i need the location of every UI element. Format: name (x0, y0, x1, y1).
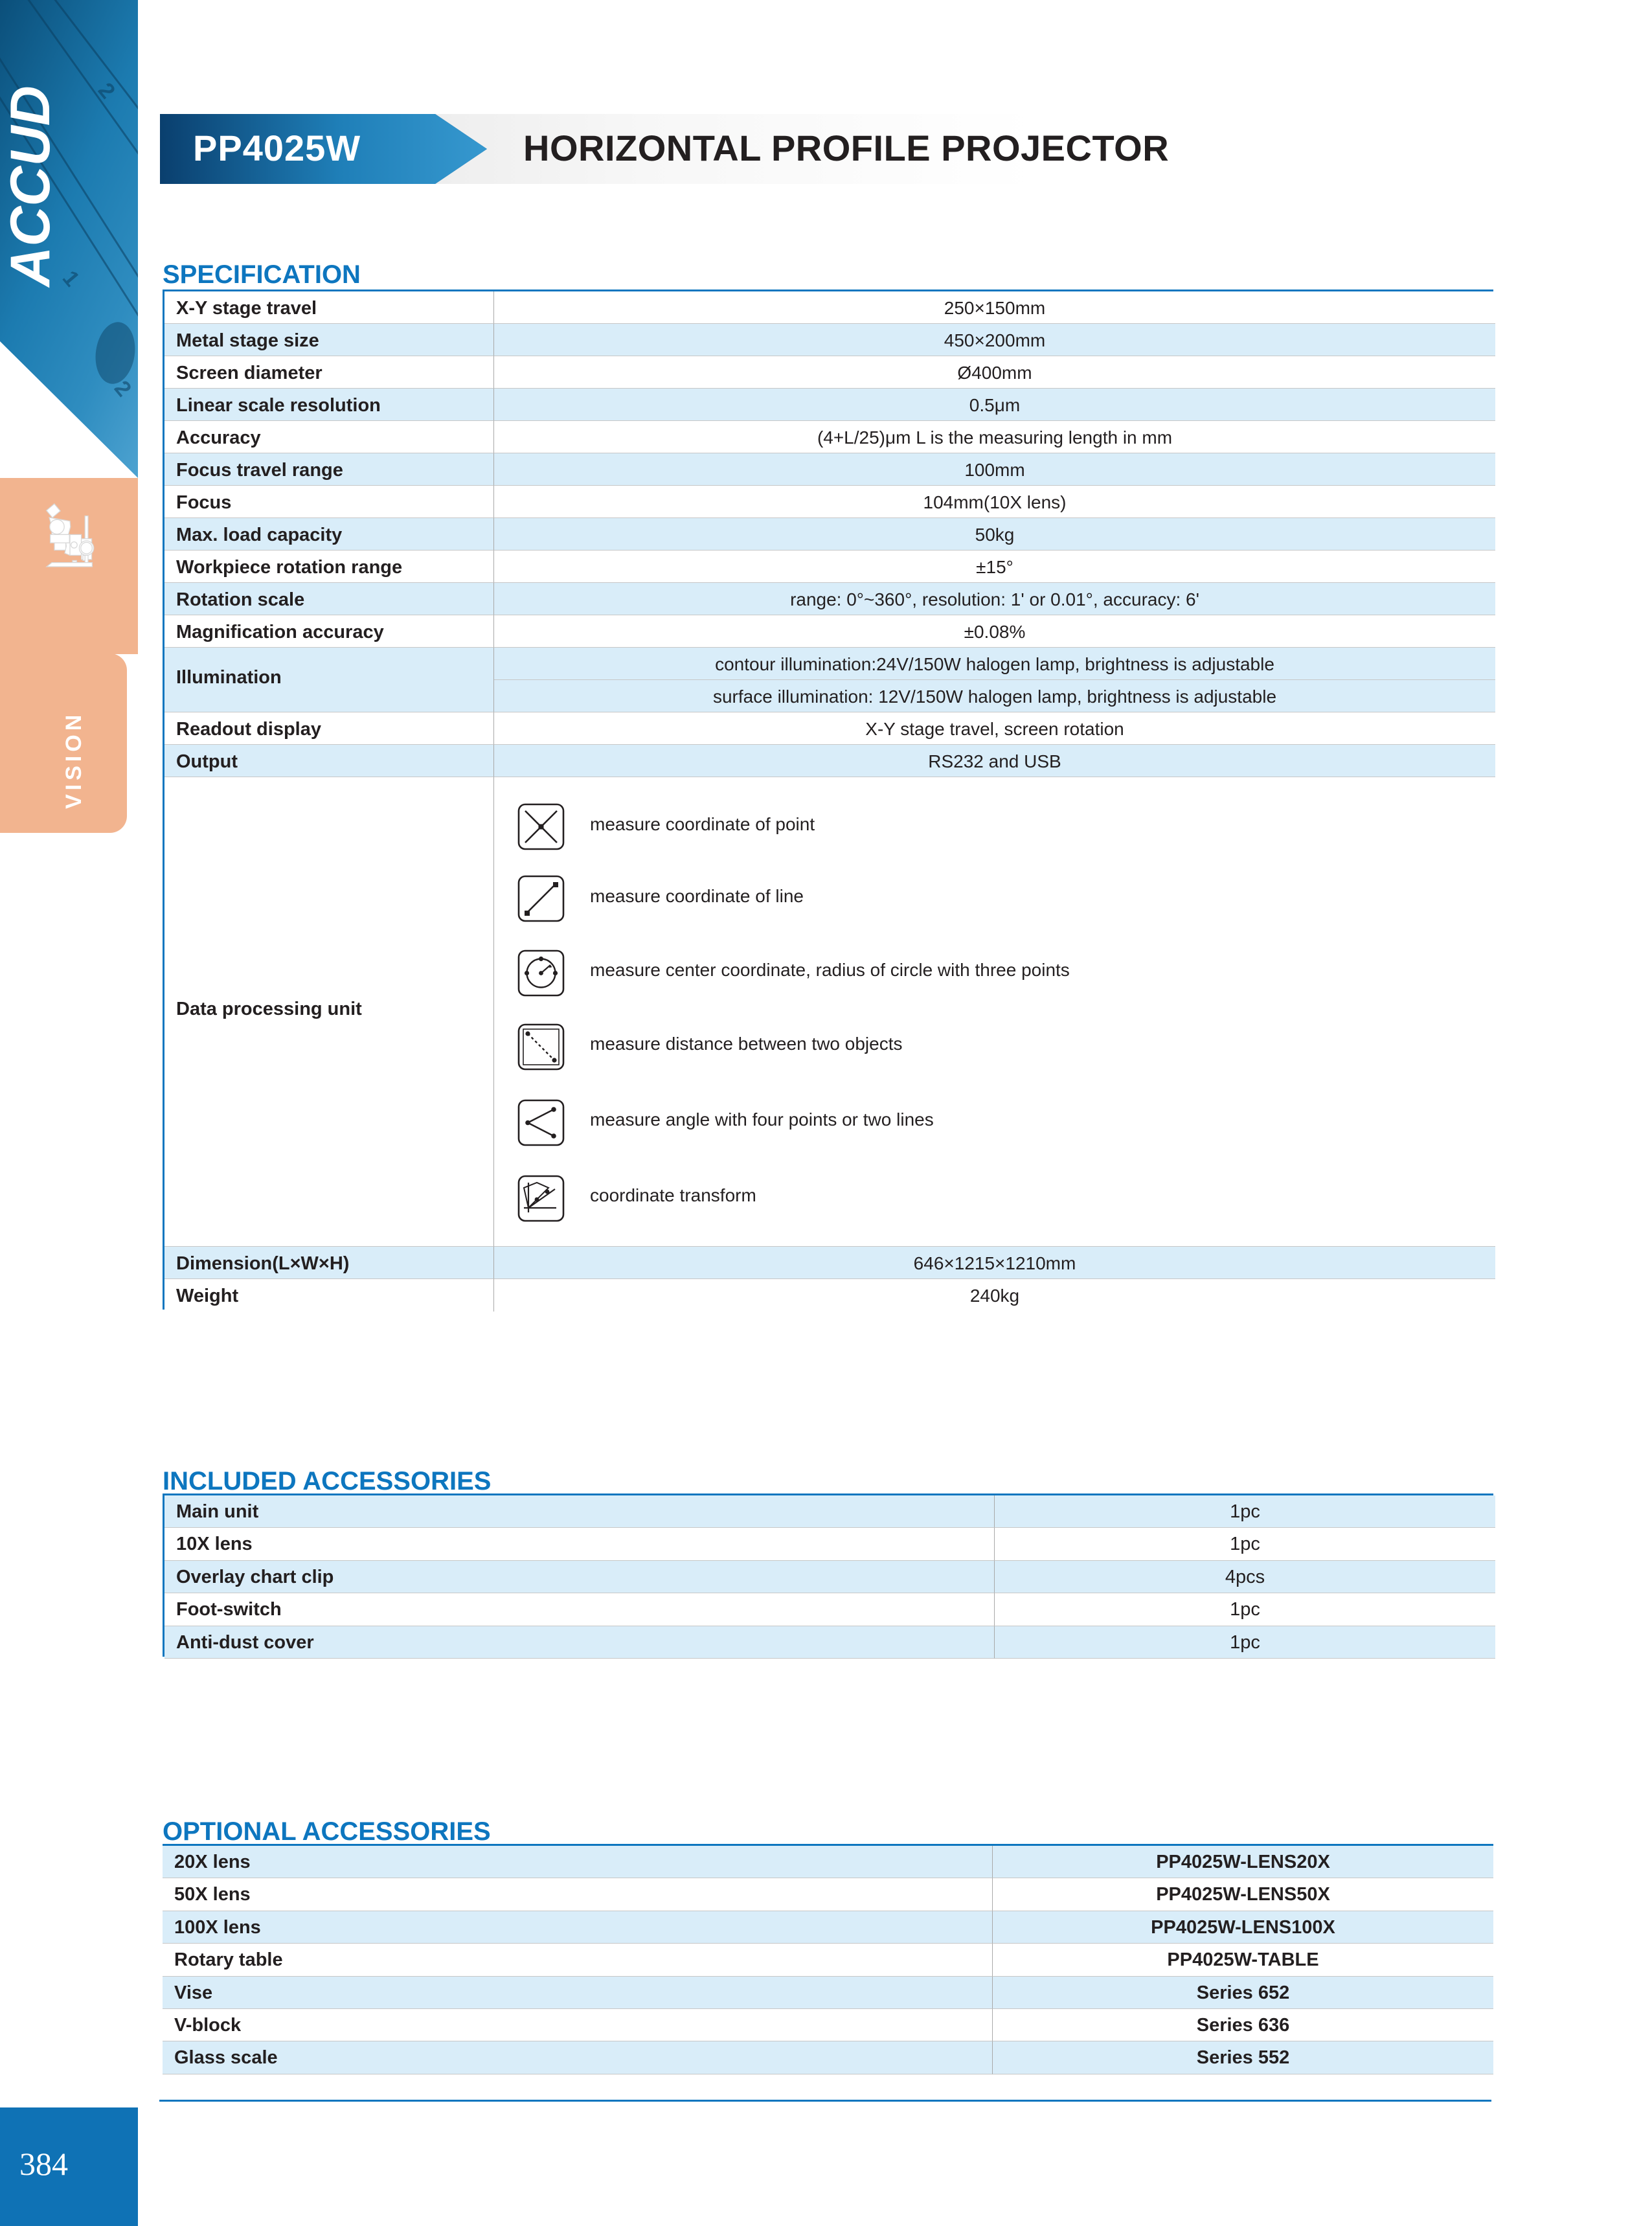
svg-text:1: 1 (58, 266, 84, 291)
svg-text:2: 2 (93, 78, 120, 104)
